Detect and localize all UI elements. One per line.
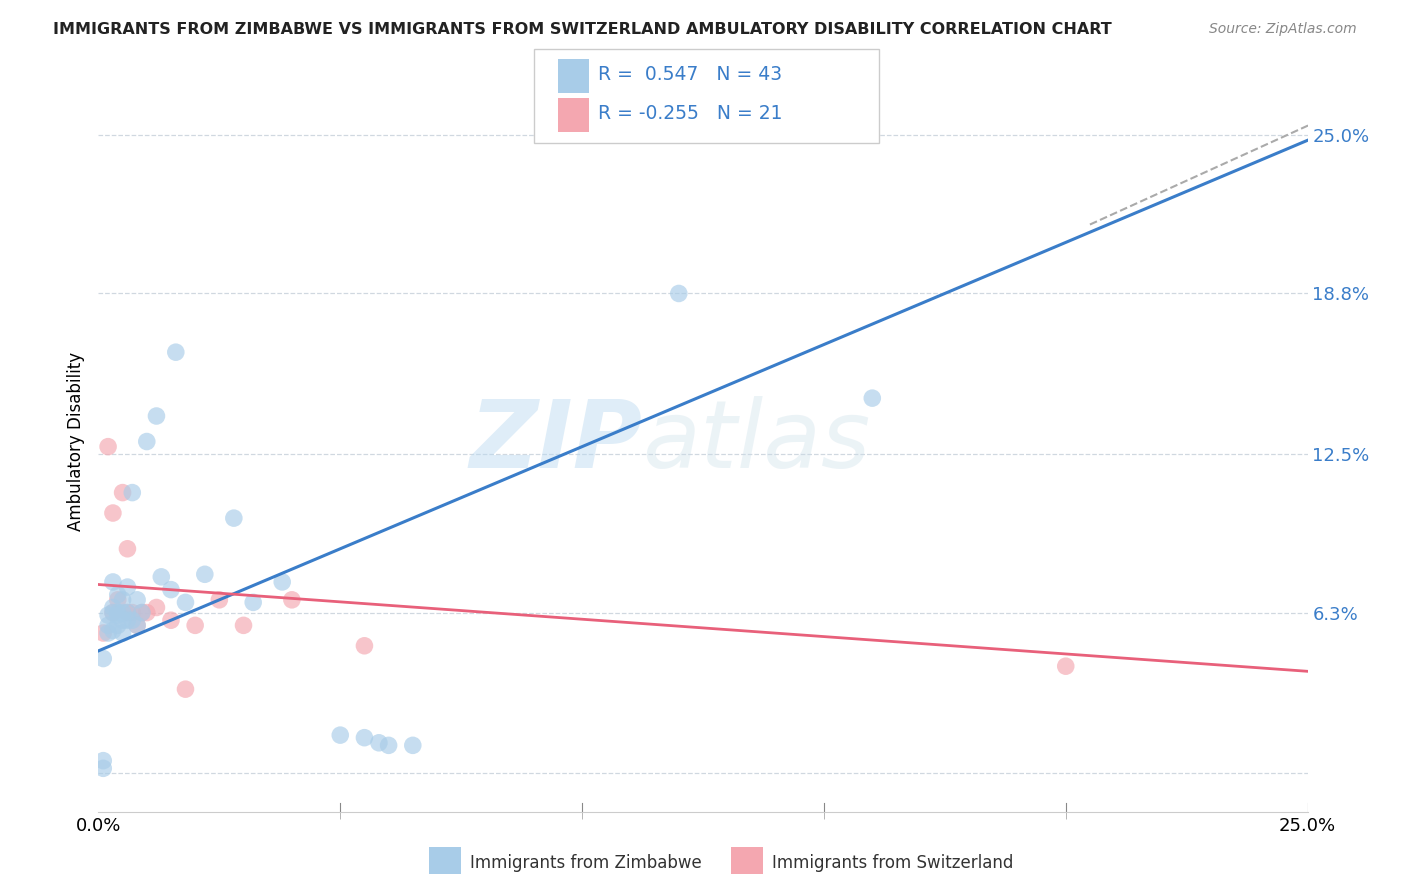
Point [101, 624, 124, 638]
Point [145, 409, 167, 423]
Text: R =  0.547   N = 43: R = 0.547 N = 43 [598, 65, 782, 84]
Point [135, 606, 157, 620]
Point [101, 606, 124, 620]
Point [353, 639, 375, 653]
Point [160, 613, 183, 627]
Point [91, 651, 114, 665]
Text: R = -0.255   N = 21: R = -0.255 N = 21 [598, 104, 782, 123]
Point [107, 608, 129, 623]
Point [271, 574, 294, 589]
Point [101, 606, 124, 620]
Point [91, 626, 114, 640]
Text: atlas: atlas [643, 396, 870, 487]
Point [242, 595, 264, 609]
Point [117, 606, 139, 620]
Text: ZIP: ZIP [470, 395, 643, 488]
Point [127, 618, 149, 632]
Point [97, 608, 120, 623]
Point [174, 682, 197, 697]
Point [174, 595, 197, 609]
Point [127, 592, 149, 607]
Point [402, 739, 425, 753]
Point [150, 570, 173, 584]
Point [860, 391, 883, 405]
Point [111, 485, 134, 500]
Point [184, 618, 207, 632]
Point [127, 618, 149, 632]
Point [377, 739, 399, 753]
Point [145, 600, 167, 615]
Point [101, 506, 124, 520]
Point [165, 345, 187, 359]
Text: Source: ZipAtlas.com: Source: ZipAtlas.com [1209, 22, 1357, 37]
Point [121, 613, 143, 627]
Point [353, 731, 375, 745]
Point [281, 592, 304, 607]
Point [101, 574, 124, 589]
Point [107, 588, 129, 602]
Point [121, 485, 143, 500]
Text: Immigrants from Zimbabwe: Immigrants from Zimbabwe [470, 854, 702, 871]
Point [1054, 659, 1077, 673]
Y-axis label: Ambulatory Disability: Ambulatory Disability [66, 352, 84, 531]
Point [121, 606, 143, 620]
Point [97, 618, 120, 632]
Point [668, 286, 690, 301]
Point [131, 606, 153, 620]
Point [222, 511, 245, 525]
Point [232, 618, 254, 632]
Point [111, 613, 134, 627]
Point [101, 600, 124, 615]
Point [208, 592, 231, 607]
Point [135, 434, 157, 449]
Point [194, 567, 217, 582]
Point [368, 736, 391, 750]
Point [111, 592, 134, 607]
Point [117, 541, 139, 556]
Point [97, 626, 120, 640]
Point [91, 754, 114, 768]
Text: Immigrants from Switzerland: Immigrants from Switzerland [772, 854, 1014, 871]
Point [117, 613, 139, 627]
Point [91, 761, 114, 775]
Point [107, 606, 129, 620]
Point [107, 618, 129, 632]
Point [111, 626, 134, 640]
Point [111, 606, 134, 620]
Point [131, 606, 153, 620]
Point [117, 606, 139, 620]
Text: IMMIGRANTS FROM ZIMBABWE VS IMMIGRANTS FROM SWITZERLAND AMBULATORY DISABILITY CO: IMMIGRANTS FROM ZIMBABWE VS IMMIGRANTS F… [53, 22, 1112, 37]
Point [97, 440, 120, 454]
Point [107, 592, 129, 607]
Point [117, 580, 139, 594]
Point [329, 728, 352, 742]
Point [160, 582, 183, 597]
